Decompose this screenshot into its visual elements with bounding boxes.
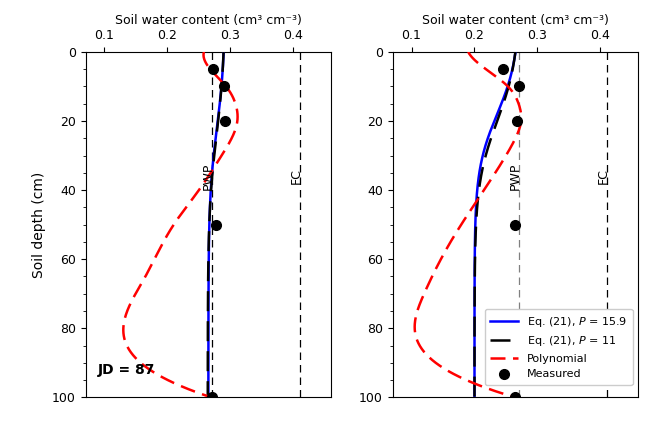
Text: JD = 87: JD = 87: [98, 363, 155, 377]
Y-axis label: Soil depth (cm): Soil depth (cm): [32, 172, 46, 278]
Text: FC: FC: [597, 168, 610, 184]
Text: JD = 96: JD = 96: [572, 363, 629, 377]
Legend: Eq. (21), $P$ = 15.9, Eq. (21), $P$ = 11, Polynomial, Measured: Eq. (21), $P$ = 15.9, Eq. (21), $P$ = 11…: [485, 309, 633, 385]
Text: PWP: PWP: [509, 162, 522, 190]
Text: FC: FC: [290, 168, 303, 184]
X-axis label: Soil water content (cm³ cm⁻³): Soil water content (cm³ cm⁻³): [422, 13, 609, 26]
X-axis label: Soil water content (cm³ cm⁻³): Soil water content (cm³ cm⁻³): [115, 13, 302, 26]
Text: PWP: PWP: [202, 162, 215, 190]
